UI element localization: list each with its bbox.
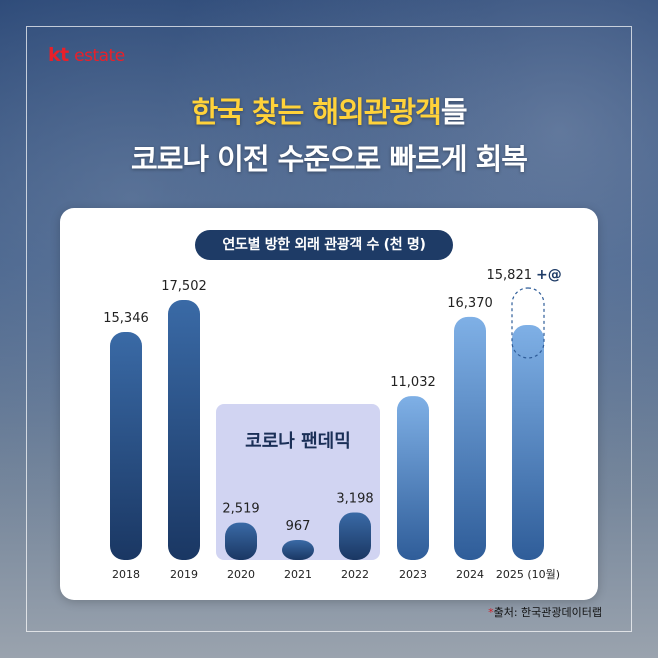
chart-title: 연도별 방한 외래 관광객 수 (천 명) <box>195 230 453 260</box>
projection-outline <box>511 287 545 359</box>
bar-2024 <box>454 316 486 560</box>
category-label: 2023 <box>399 568 427 581</box>
headline-highlight: 한국 찾는 해외관광객 <box>191 95 441 129</box>
value-label: 967 <box>286 519 311 534</box>
source-asterisk: * <box>488 606 494 619</box>
bar-2023 <box>397 396 429 560</box>
value-label: 3,198 <box>336 491 373 506</box>
headline-line-2: 코로나 이전 수준으로 빠르게 회복 <box>131 142 528 176</box>
value-label: 11,032 <box>390 375 436 390</box>
bar-2019 <box>168 300 200 560</box>
category-label: 2020 <box>227 568 255 581</box>
source-text: 출처: 한국관광데이터랩 <box>493 606 602 619</box>
category-label: 2022 <box>341 568 369 581</box>
pandemic-highlight-box <box>216 404 380 560</box>
projection-annotation: +@ <box>536 267 562 283</box>
bar-2021 <box>282 540 314 560</box>
logo-estate-text: estate <box>74 46 125 66</box>
category-label: 2018 <box>112 568 140 581</box>
bar-2022 <box>339 512 371 560</box>
value-label: 16,370 <box>447 296 493 311</box>
bar-2018 <box>110 332 142 560</box>
category-label: 2019 <box>170 568 198 581</box>
bar-202510월 <box>512 324 544 560</box>
headline-line-1-rest: 들 <box>440 95 468 129</box>
decorative-frame <box>26 26 632 632</box>
value-label: 15,821 <box>487 268 533 283</box>
source-note: *출처: 한국관광데이터랩 <box>0 604 602 620</box>
value-label: 2,519 <box>222 502 259 517</box>
category-label: 2024 <box>456 568 484 581</box>
value-label: 15,346 <box>103 311 149 326</box>
value-label: 17,502 <box>161 279 207 294</box>
category-label: 2021 <box>284 568 312 581</box>
kt-estate-logo: kt estate <box>48 45 125 66</box>
pandemic-label: 코로나 팬데믹 <box>245 431 351 452</box>
logo-kt-text: kt <box>48 44 69 66</box>
bar-2020 <box>225 522 257 560</box>
category-label: 2025 (10월) <box>496 568 560 581</box>
headline-line-1: 한국 찾는 해외관광객들 <box>0 94 658 130</box>
